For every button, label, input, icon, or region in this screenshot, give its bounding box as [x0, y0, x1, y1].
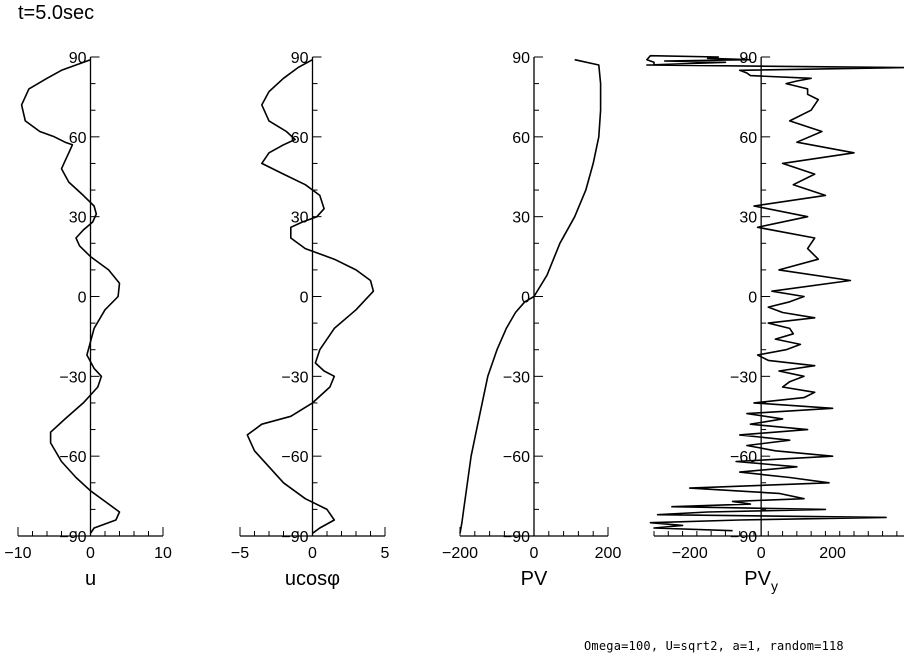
x-tick-label: 0 [308, 545, 317, 562]
x-tick-label: 200 [595, 545, 622, 562]
y-tick-label: −60 [503, 449, 530, 466]
y-tick-label: 30 [739, 210, 757, 227]
x-tick-label: 10 [154, 545, 172, 562]
x-tick-label: 0 [86, 545, 95, 562]
x-tick-label: −200 [442, 545, 478, 562]
y-tick-label: −90 [503, 529, 530, 546]
x-tick-label: −200 [672, 545, 708, 562]
x-axis-label: PV [521, 568, 548, 590]
x-tick-label: 200 [819, 545, 846, 562]
y-tick-label: 90 [291, 50, 309, 67]
series-line-1 [20, 58, 121, 534]
y-tick-label: 90 [739, 50, 757, 67]
y-tick-label: −90 [59, 529, 86, 546]
y-tick-label: 60 [69, 130, 87, 147]
y-tick-label: −60 [281, 449, 308, 466]
y-tick-label: −90 [281, 529, 308, 546]
x-axis-label: u [85, 568, 96, 590]
y-tick-label: 30 [291, 210, 309, 227]
x-tick-label: 0 [757, 545, 766, 562]
series-line-1 [459, 58, 602, 534]
y-tick-label: 0 [300, 290, 309, 307]
y-tick-label: −30 [59, 369, 86, 386]
x-tick-label: 5 [381, 545, 390, 562]
y-tick-label: 30 [69, 210, 87, 227]
y-tick-label: −30 [730, 369, 757, 386]
figure-title: t=5.0sec [18, 2, 95, 24]
y-tick-label: 30 [512, 210, 530, 227]
y-tick-label: 60 [291, 130, 309, 147]
y-tick-label: −60 [59, 449, 86, 466]
series-line-1 [646, 54, 904, 532]
y-tick-label: 60 [512, 130, 530, 147]
panel-2: 90 60 30 0 −30 −60 −90 −5 0 5 ucosφ [231, 50, 390, 590]
x-tick-label: 0 [530, 545, 539, 562]
x-axis-label: ucosφ [285, 568, 340, 590]
y-tick-label: −30 [281, 369, 308, 386]
x-axis-label: PVy [744, 568, 778, 594]
y-tick-label: 0 [521, 290, 530, 307]
y-tick-label: 0 [748, 290, 757, 307]
y-tick-label: 90 [512, 50, 530, 67]
x-tick-label: −5 [231, 545, 249, 562]
y-tick-label: −30 [503, 369, 530, 386]
y-tick-label: 60 [739, 130, 757, 147]
figure-footer: Omega=100, U=sqrt2, a=1, random=118 [584, 639, 844, 653]
series-line-1 [246, 58, 375, 534]
y-tick-label: −90 [730, 529, 757, 546]
panel-3: 90 60 30 0 −30 −60 −90 −200 0 200 PV [442, 50, 621, 590]
x-tick-label: −10 [4, 545, 31, 562]
y-tick-label: 0 [78, 290, 87, 307]
